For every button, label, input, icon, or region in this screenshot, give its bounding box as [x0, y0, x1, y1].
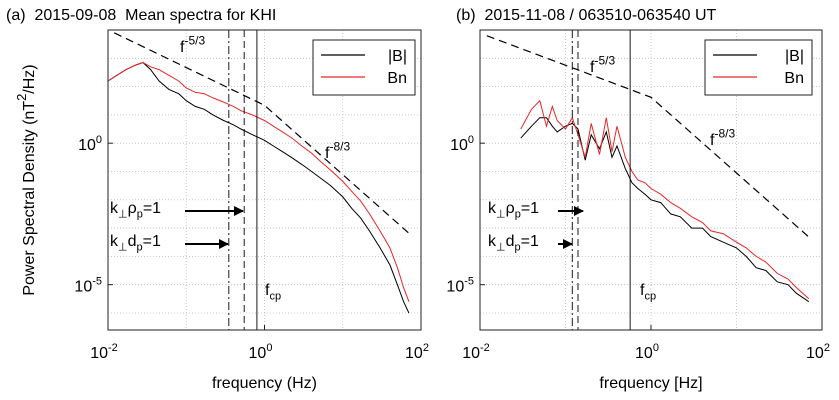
text-part: =1 — [143, 233, 161, 250]
tick-exponent: -5 — [92, 275, 102, 287]
annotation: fcp — [640, 282, 656, 303]
power-law-label: f-5/3 — [590, 53, 615, 76]
tick-base: 10 — [462, 345, 480, 362]
tick-exponent: -5 — [464, 275, 474, 287]
spectrum-line — [108, 61, 410, 302]
tick-exponent: 0 — [96, 134, 102, 146]
text-part: =1 — [143, 200, 161, 217]
text-part: k — [110, 233, 119, 250]
tick-base: 10 — [446, 279, 464, 296]
plot-area — [486, 30, 811, 330]
power-law-label: f-5/3 — [180, 33, 205, 56]
legend-label: Bn — [387, 70, 407, 87]
y-tick-label: 10-5 — [74, 275, 102, 295]
text-part: ⊥ — [118, 242, 128, 254]
y-tick-label: 100 — [78, 134, 102, 154]
legend-label: Bn — [784, 70, 804, 87]
spectrum-line — [108, 61, 410, 314]
text-part: p — [137, 209, 143, 221]
y-tick-label: 10-5 — [446, 275, 474, 295]
text-part: cp — [269, 291, 281, 303]
power-law-label: f-8/3 — [710, 126, 735, 149]
tick-base: 10 — [635, 345, 653, 362]
legend-box — [312, 39, 416, 96]
text-part: ρ — [128, 200, 137, 217]
text-part: -8/3 — [714, 126, 735, 140]
text-part: /Hz) — [21, 64, 38, 93]
tick-exponent: 0 — [653, 342, 659, 354]
tick-base: 10 — [90, 345, 108, 362]
text-part: ⊥ — [118, 209, 128, 221]
text-part: f — [640, 282, 645, 299]
spectrum-line — [520, 117, 810, 303]
tick-base: 10 — [78, 137, 96, 154]
x-tick-label: 102 — [405, 342, 429, 362]
text-part: k — [488, 200, 497, 217]
legend-label: |B| — [785, 48, 804, 65]
x-axis-label: frequency (Hz) — [212, 375, 317, 392]
text-part: f — [180, 39, 185, 56]
annotation: fcp — [265, 282, 281, 303]
power-law-label: f-8/3 — [325, 139, 350, 162]
text-part: =1 — [521, 200, 539, 217]
text-part: d — [128, 233, 137, 250]
text-part: ρ — [506, 200, 515, 217]
text-part: cp — [644, 291, 656, 303]
tick-exponent: 2 — [824, 342, 830, 354]
tick-base: 10 — [806, 345, 824, 362]
text-part: f — [590, 59, 595, 76]
text-part: Power Spectral Density (nT — [21, 101, 38, 296]
tick-exponent: -2 — [480, 342, 490, 354]
text-part: f — [325, 145, 330, 162]
tick-base: 10 — [74, 279, 92, 296]
tick-exponent: 2 — [423, 342, 429, 354]
text-part: -5/3 — [594, 53, 615, 67]
legend-box — [704, 39, 813, 96]
x-axis-label: frequency [Hz] — [599, 375, 702, 392]
annotation: k⊥dp=1 — [488, 233, 539, 254]
y-tick-label: 100 — [450, 134, 474, 154]
text-part: p — [515, 209, 521, 221]
text-part: d — [506, 233, 515, 250]
x-tick-label: 102 — [806, 342, 830, 362]
annotation: k⊥dp=1 — [110, 233, 161, 254]
tick-exponent: -2 — [108, 342, 118, 354]
x-tick-label: 100 — [249, 342, 273, 362]
reference-line — [113, 32, 412, 236]
x-tick-label: 10-2 — [90, 342, 118, 362]
chart-title: (a) 2015-09-08 Mean spectra for KHI — [6, 7, 276, 24]
annotation: k⊥ρp=1 — [110, 200, 161, 221]
annotation: k⊥ρp=1 — [488, 200, 539, 221]
chart-title: (b) 2015-11-08 / 063510-063540 UT — [456, 7, 717, 24]
text-part: k — [488, 233, 497, 250]
spectrum-line — [520, 99, 810, 300]
text-part: k — [110, 200, 119, 217]
tick-base: 10 — [450, 137, 468, 154]
tick-exponent: 0 — [468, 134, 474, 146]
text-part: f — [710, 132, 715, 149]
x-tick-label: 10-2 — [462, 342, 490, 362]
tick-exponent: 0 — [266, 342, 272, 354]
tick-base: 10 — [405, 345, 423, 362]
text-part: ⊥ — [496, 209, 506, 221]
legend-label: |B| — [388, 48, 407, 65]
text-part: p — [515, 242, 521, 254]
x-tick-label: 100 — [635, 342, 659, 362]
text-part: -8/3 — [329, 139, 350, 153]
plot-area — [108, 30, 412, 330]
y-axis-label: Power Spectral Density (nT2/Hz) — [14, 64, 38, 295]
text-part: 2 — [14, 94, 29, 101]
text-part: p — [137, 242, 143, 254]
text-part: =1 — [521, 233, 539, 250]
tick-base: 10 — [249, 345, 267, 362]
text-part: f — [265, 282, 270, 299]
reference-line — [486, 35, 811, 239]
text-part: ⊥ — [496, 242, 506, 254]
text-part: -5/3 — [184, 33, 205, 47]
